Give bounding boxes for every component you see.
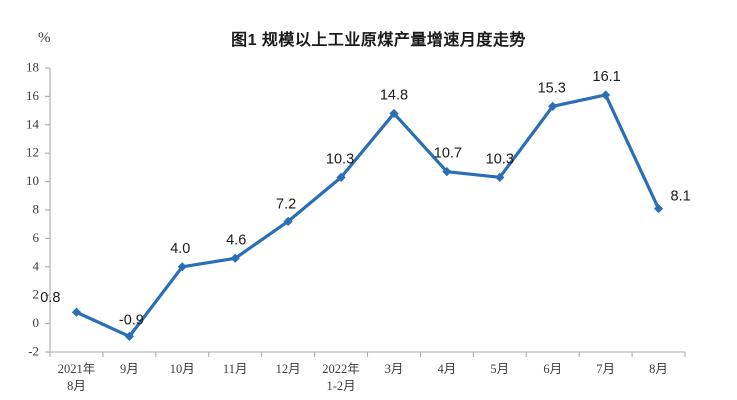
y-axis-ticks: -2 0 2 4 6 8 10 12 14 16 18 (26, 59, 50, 358)
chart-title: 图1 规模以上工业原煤产量增速月度走势 (231, 32, 526, 49)
data-point-marker (601, 90, 611, 100)
x-tick-label: 9月 (120, 362, 139, 376)
data-point-marker (230, 253, 240, 263)
y-tick-label: 8 (33, 201, 40, 216)
data-point-label: 16.1 (593, 69, 621, 85)
data-point-marker (336, 172, 346, 182)
data-point-label: 7.2 (276, 196, 296, 212)
x-tick-label: 10月 (170, 362, 195, 376)
data-point-marker (653, 203, 664, 214)
y-axis-unit-label: % (38, 30, 51, 46)
series-line-coal-growth (74, 93, 661, 338)
data-point-label: -0.9 (119, 312, 144, 328)
data-point-marker (71, 307, 82, 317)
x-tick-label: 8月 (649, 362, 668, 376)
x-axis-ticks (49, 352, 686, 357)
y-tick-label: 2 (33, 287, 40, 302)
y-tick-label: 14 (26, 116, 40, 131)
y-tick-label: 10 (26, 173, 39, 188)
y-axis: -2 0 2 4 6 8 10 12 14 16 18 (26, 59, 51, 358)
y-tick-label: 6 (33, 230, 40, 245)
y-tick-label: 0 (33, 315, 40, 330)
data-point-label: 0.8 (40, 290, 60, 306)
data-point-label: 8.1 (671, 189, 691, 205)
data-point-label: 14.8 (380, 87, 408, 103)
x-tick-label: 3月 (385, 362, 404, 376)
x-tick-label: 6月 (543, 362, 562, 376)
data-point-marker (124, 331, 134, 341)
data-point-label: 4.0 (170, 241, 190, 257)
x-tick-label: 5月 (490, 362, 509, 376)
data-point-markers (71, 90, 664, 341)
data-point-marker (495, 172, 505, 182)
x-tick-label: 12月 (276, 362, 301, 376)
y-tick-label: 16 (26, 88, 40, 103)
data-point-marker (442, 167, 452, 177)
data-series-coal-growth (74, 93, 661, 338)
y-tick-label: -2 (28, 343, 39, 358)
y-tick-label: 4 (33, 258, 40, 273)
y-tick-label: 12 (26, 145, 39, 160)
y-tick-label: 18 (26, 59, 39, 74)
x-tick-label: 2022年 (322, 362, 360, 376)
data-point-marker (177, 262, 187, 272)
data-point-label: 10.3 (486, 151, 514, 167)
data-point-marker (389, 108, 399, 119)
data-point-marker (283, 216, 293, 226)
x-tick-label: 7月 (596, 362, 615, 376)
x-axis (49, 351, 686, 357)
x-tick-label: 1-2月 (326, 379, 355, 393)
x-tick-label: 4月 (437, 362, 456, 376)
data-point-marker (548, 101, 558, 111)
data-point-labels: 0.8 -0.9 4.0 4.6 7.2 10.3 14.8 10.7 10.3 15.3 16.1… (40, 69, 690, 328)
x-axis-category-labels: 2021年 8月 9月 10月 11月 12月 2022年 1-2月 3月 4月 5月 6月 7月 8月 (58, 362, 668, 393)
x-tick-label: 8月 (67, 379, 86, 393)
data-point-label: 15.3 (538, 80, 566, 96)
x-tick-label: 11月 (223, 362, 248, 376)
data-point-label: 4.6 (226, 232, 246, 248)
data-point-label: 10.7 (434, 146, 462, 162)
x-tick-label: 2021年 (58, 362, 96, 376)
data-point-label: 10.3 (326, 151, 354, 167)
